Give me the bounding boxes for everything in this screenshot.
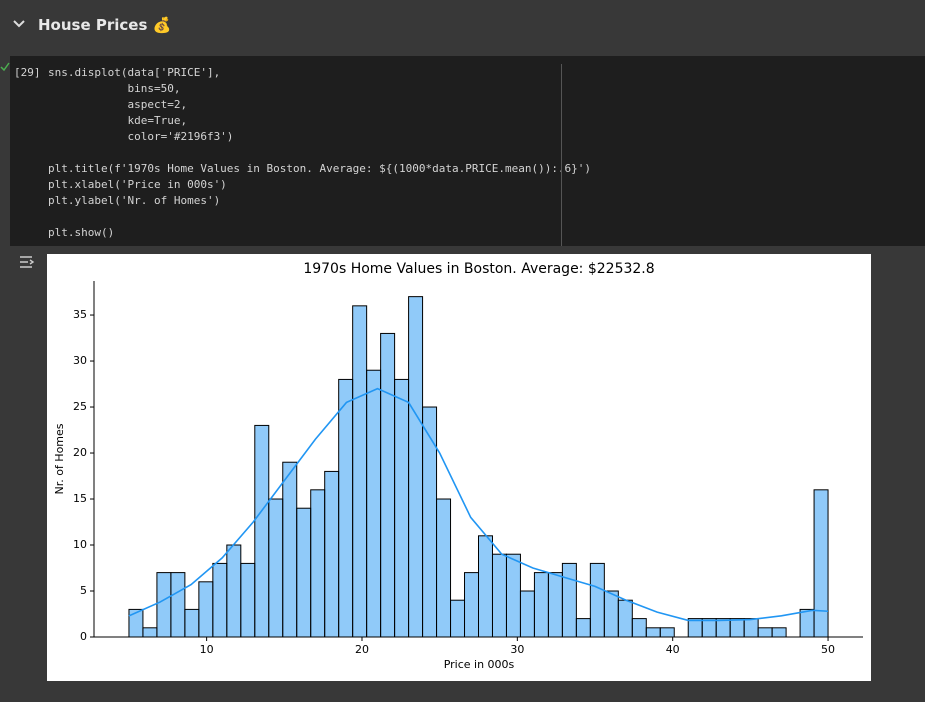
code-line: plt.xlabel('Price in 000s') <box>48 178 227 191</box>
y-tick-label: 35 <box>73 308 87 321</box>
bar <box>324 470 340 638</box>
x-tick-label: 20 <box>355 643 369 656</box>
run-status <box>0 62 10 72</box>
x-tick-label: 40 <box>666 643 680 656</box>
kde-line <box>128 387 829 622</box>
bar <box>505 553 521 638</box>
code-line: sns.displot(data['PRICE'], <box>48 66 221 79</box>
bar <box>156 572 172 638</box>
x-tick-label: 30 <box>510 643 524 656</box>
bar <box>422 406 438 638</box>
bar <box>380 332 396 638</box>
x-axis-label: Price in 000s <box>444 658 515 671</box>
bar <box>729 618 745 638</box>
y-tick-label: 0 <box>80 630 87 643</box>
y-tick-label: 30 <box>73 354 87 367</box>
code-line: aspect=2, <box>48 98 188 111</box>
ruler <box>561 64 562 246</box>
execution-count: [29] <box>14 66 41 79</box>
code: sns.displot(data['PRICE'], bins=50, aspe… <box>48 65 591 241</box>
bar <box>575 618 591 638</box>
bar <box>198 581 214 638</box>
x-tick-label: 10 <box>200 643 214 656</box>
bar <box>184 608 200 638</box>
code-line: kde=True, <box>48 114 188 127</box>
bar <box>254 424 270 638</box>
bar <box>436 498 452 638</box>
bar <box>366 369 382 638</box>
bar <box>603 590 619 638</box>
bar <box>589 562 605 638</box>
bar <box>338 378 354 638</box>
bar <box>659 627 675 638</box>
y-tick-label: 5 <box>80 584 87 597</box>
bar <box>142 627 158 638</box>
bar <box>240 562 256 638</box>
bar <box>491 553 507 638</box>
chart-title: 1970s Home Values in Boston. Average: $2… <box>303 261 654 277</box>
bar <box>394 378 410 638</box>
bar <box>715 618 731 638</box>
bar <box>617 599 633 638</box>
bar <box>799 608 815 638</box>
collapse-chevron[interactable] <box>12 18 26 30</box>
bar <box>450 599 466 638</box>
chart: 1970s Home Values in Boston. Average: $2… <box>47 254 871 681</box>
y-tick-label: 20 <box>73 446 87 459</box>
code-cell[interactable]: [29] sns.displot(data['PRICE'], bins=50,… <box>10 56 925 246</box>
bar <box>408 296 424 638</box>
bar <box>212 562 228 638</box>
bar <box>478 535 493 638</box>
bar <box>561 562 577 638</box>
y-axis-label: Nr. of Homes <box>53 423 66 494</box>
bar <box>813 489 829 638</box>
bar <box>533 572 549 638</box>
x-tick-label: 50 <box>821 643 835 656</box>
bar <box>310 489 326 638</box>
bar <box>519 590 535 638</box>
y-tick-label: 15 <box>73 492 87 505</box>
bar <box>631 618 647 638</box>
bar <box>701 618 717 638</box>
bar <box>296 507 312 638</box>
bar <box>282 461 298 638</box>
code-line: plt.ylabel('Nr. of Homes') <box>48 194 221 207</box>
code-line: plt.title(f'1970s Home Values in Boston.… <box>48 162 592 175</box>
bar <box>645 627 661 638</box>
section-title: House Prices 💰 <box>38 16 172 34</box>
bar <box>771 627 787 638</box>
bar <box>743 618 759 638</box>
code-line: plt.show() <box>48 226 115 239</box>
bar <box>464 572 480 638</box>
bar <box>170 572 186 638</box>
bar <box>268 498 284 638</box>
code-line: color='#2196f3') <box>48 130 234 143</box>
bar <box>547 572 563 638</box>
y-tick-label: 10 <box>73 538 87 551</box>
output-toggle[interactable] <box>18 254 36 270</box>
bar <box>757 627 773 638</box>
bar <box>687 618 703 638</box>
code-line: bins=50, <box>48 82 181 95</box>
bar <box>352 305 368 638</box>
bar <box>226 544 242 638</box>
y-tick-label: 25 <box>73 400 87 413</box>
